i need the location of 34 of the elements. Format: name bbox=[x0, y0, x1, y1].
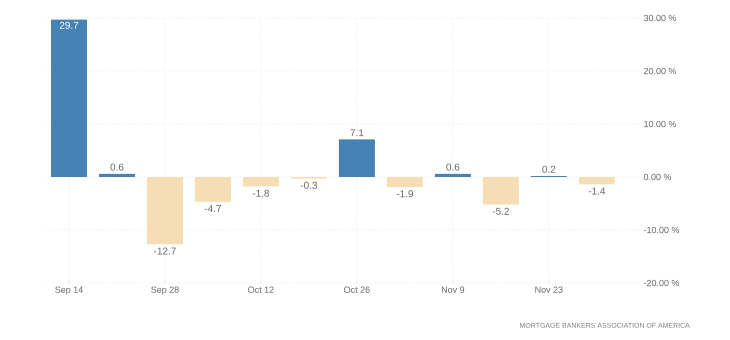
x-tick-label: Sep 28 bbox=[151, 286, 179, 295]
bar bbox=[194, 177, 231, 202]
data-label: -4.7 bbox=[204, 205, 222, 212]
data-label: 29.7 bbox=[60, 22, 78, 29]
y-tick-label: 10.00 % bbox=[644, 120, 676, 128]
data-label: -12.7 bbox=[154, 248, 176, 254]
x-tick-label: Oct 12 bbox=[248, 286, 274, 293]
data-label: 0.2 bbox=[542, 166, 556, 173]
y-tick-label: 0.00 % bbox=[644, 174, 672, 180]
data-label: 7.1 bbox=[350, 129, 364, 136]
y-tick-label: 30.00 % bbox=[644, 14, 676, 22]
bar bbox=[386, 177, 423, 188]
data-label: 0.6 bbox=[110, 164, 124, 171]
data-label: -5.2 bbox=[492, 208, 509, 215]
y-tick-label: -10.00 % bbox=[644, 226, 680, 234]
data-label: -1.4 bbox=[588, 188, 606, 194]
bar bbox=[242, 177, 279, 187]
bar bbox=[338, 139, 375, 177]
bar bbox=[98, 174, 135, 177]
x-tick-label: Oct 26 bbox=[344, 286, 370, 293]
data-label: -1.8 bbox=[252, 190, 270, 197]
y-tick-label: -20.00 % bbox=[644, 280, 680, 286]
bar bbox=[146, 177, 183, 244]
bar bbox=[51, 20, 87, 177]
y-tick-label: 20.00 % bbox=[644, 68, 676, 74]
data-label: 0.6 bbox=[446, 164, 460, 171]
x-tick-label: Sep 14 bbox=[55, 286, 83, 295]
x-tick-label: Nov 23 bbox=[535, 286, 563, 293]
x-tick-label: Nov 9 bbox=[442, 286, 464, 293]
bar bbox=[482, 177, 519, 205]
bar bbox=[434, 174, 471, 177]
bar bbox=[578, 177, 615, 184]
data-label: -0.3 bbox=[300, 182, 318, 189]
data-label: -1.9 bbox=[396, 190, 414, 198]
